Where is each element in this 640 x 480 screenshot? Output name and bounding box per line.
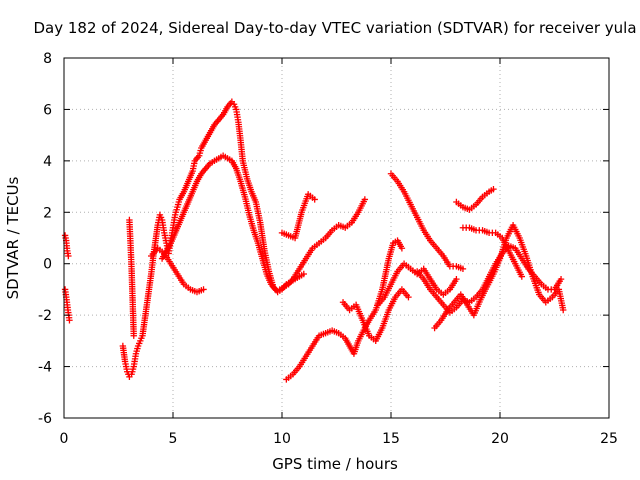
data-point bbox=[398, 245, 406, 252]
grid bbox=[64, 58, 609, 418]
data-point bbox=[361, 196, 369, 203]
data-point bbox=[300, 270, 307, 278]
data-point bbox=[311, 196, 318, 203]
x-tick-label: 0 bbox=[60, 431, 69, 447]
series-s1 bbox=[61, 232, 72, 260]
series-s12 bbox=[413, 242, 565, 316]
y-axis-label: SDTVAR / TECUs bbox=[4, 176, 22, 299]
chart-title: Day 182 of 2024, Sidereal Day-to-day VTE… bbox=[33, 19, 636, 37]
x-tick-label: 25 bbox=[600, 431, 618, 447]
y-tick-label: -4 bbox=[38, 360, 52, 376]
axes-ticks: 0 5 10 15 20 25 -6 -4 -2 0 2 4 6 8 bbox=[38, 51, 618, 447]
series-s13 bbox=[431, 221, 567, 332]
y-tick-label: 6 bbox=[43, 102, 52, 118]
data-point bbox=[518, 273, 525, 280]
x-tick-label: 5 bbox=[169, 431, 178, 447]
series-s4 bbox=[158, 152, 369, 293]
data-point bbox=[405, 293, 412, 301]
data-point bbox=[65, 252, 72, 260]
y-tick-label: -6 bbox=[38, 411, 52, 427]
x-tick-label: 20 bbox=[491, 431, 509, 447]
series-s5 bbox=[126, 216, 137, 339]
data-point bbox=[459, 265, 467, 273]
data-point bbox=[560, 306, 567, 314]
series-s11 bbox=[374, 260, 460, 309]
series-s3 bbox=[119, 98, 307, 381]
data-point bbox=[66, 317, 73, 324]
x-tick-label: 15 bbox=[382, 431, 400, 447]
x-axis-label: GPS time / hours bbox=[272, 455, 398, 473]
y-tick-label: 8 bbox=[43, 51, 52, 67]
plot-frame bbox=[63, 57, 610, 419]
series-s9 bbox=[339, 286, 412, 345]
series-s6 bbox=[148, 245, 207, 296]
y-tick-label: 0 bbox=[43, 257, 52, 273]
data-point bbox=[200, 286, 207, 293]
data-points bbox=[61, 98, 567, 383]
series-s15 bbox=[459, 224, 525, 280]
series-s7 bbox=[278, 191, 318, 242]
y-tick-label: 2 bbox=[43, 205, 52, 221]
data-point bbox=[130, 332, 137, 339]
data-point bbox=[453, 275, 460, 283]
x-tick-label: 10 bbox=[273, 431, 291, 447]
series-s10 bbox=[387, 170, 467, 273]
data-point bbox=[557, 275, 565, 283]
data-point bbox=[490, 185, 497, 193]
y-tick-label: 4 bbox=[43, 154, 52, 170]
y-tick-label: -2 bbox=[38, 308, 52, 324]
series-s14 bbox=[453, 185, 497, 213]
